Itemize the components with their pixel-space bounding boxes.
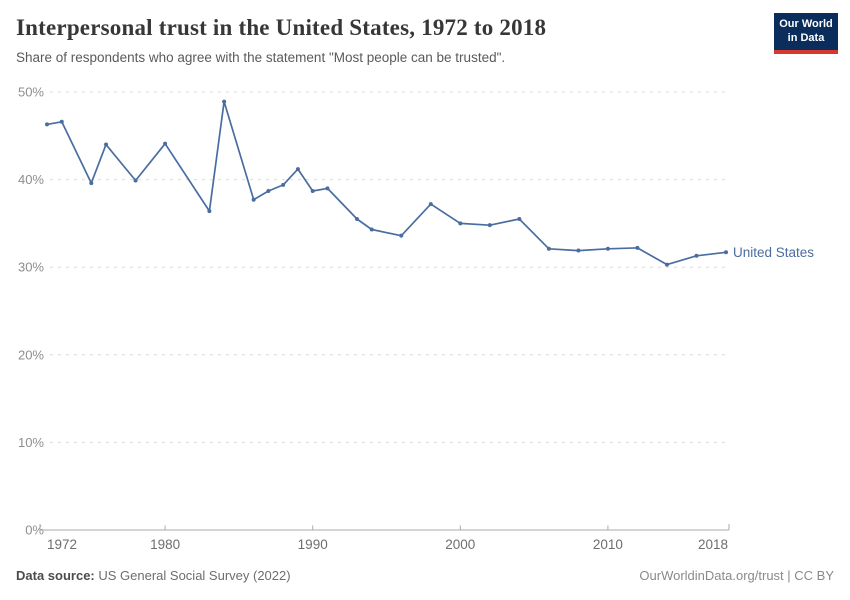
y-tick-label: 20%	[18, 347, 44, 362]
data-point-marker[interactable]	[546, 246, 551, 251]
series-end-label: United States	[733, 245, 814, 260]
data-point-marker[interactable]	[428, 202, 433, 207]
data-point-marker[interactable]	[487, 223, 492, 228]
y-tick-label: 30%	[18, 260, 44, 275]
data-point-marker[interactable]	[354, 217, 359, 222]
x-tick-label: 1980	[150, 537, 180, 552]
data-point-marker[interactable]	[369, 227, 374, 232]
data-point-marker[interactable]	[399, 233, 404, 238]
data-point-marker[interactable]	[458, 221, 463, 226]
chart-subtitle: Share of respondents who agree with the …	[16, 49, 506, 65]
data-source-note: Data source: US General Social Survey (2…	[16, 568, 291, 583]
data-point-marker[interactable]	[724, 250, 728, 255]
x-tick-label: 2000	[445, 537, 475, 552]
data-point-marker[interactable]	[89, 181, 94, 186]
data-point-marker[interactable]	[694, 253, 699, 258]
trust-line	[46, 100, 727, 266]
data-point-marker[interactable]	[222, 99, 227, 104]
owid-logo[interactable]: Our World in Data	[774, 13, 838, 54]
data-point-marker[interactable]	[163, 141, 168, 146]
data-point-marker[interactable]	[517, 217, 522, 222]
data-point-marker[interactable]	[251, 197, 256, 202]
x-tick-label: 2018	[698, 537, 728, 552]
data-point-marker[interactable]	[310, 188, 315, 193]
data-source-value: US General Social Survey (2022)	[98, 568, 291, 583]
data-point-marker[interactable]	[576, 248, 581, 253]
data-point-marker[interactable]	[59, 119, 64, 124]
data-source-label: Data source:	[16, 568, 95, 583]
data-point-marker[interactable]	[207, 209, 212, 214]
chart-header: Interpersonal trust in the United States…	[16, 13, 838, 66]
owid-logo-line1: Our World	[779, 18, 833, 30]
y-tick-label: 10%	[18, 435, 44, 450]
x-tick-label: 2010	[593, 537, 623, 552]
x-tick-label: 1990	[298, 537, 328, 552]
data-point-marker[interactable]	[133, 178, 138, 183]
data-point-marker[interactable]	[104, 142, 109, 147]
chart-title: Interpersonal trust in the United States…	[16, 15, 547, 40]
owid-logo-line2: in Data	[787, 31, 825, 44]
y-tick-label: 40%	[18, 172, 44, 187]
data-point-marker[interactable]	[295, 167, 300, 172]
x-tick-label: 1972	[47, 537, 77, 552]
chart-footer: Data source: US General Social Survey (2…	[16, 568, 834, 583]
data-point-marker[interactable]	[281, 182, 286, 187]
data-point-marker[interactable]	[664, 262, 669, 267]
data-point-marker[interactable]	[635, 245, 640, 250]
license-url-text: OurWorldinData.org/trust | CC BY	[639, 568, 834, 583]
data-point-marker[interactable]	[325, 186, 330, 191]
data-point-marker[interactable]	[605, 246, 610, 251]
y-tick-label: 50%	[18, 85, 44, 100]
data-point-marker[interactable]	[266, 188, 271, 193]
data-point-marker[interactable]	[45, 122, 49, 127]
